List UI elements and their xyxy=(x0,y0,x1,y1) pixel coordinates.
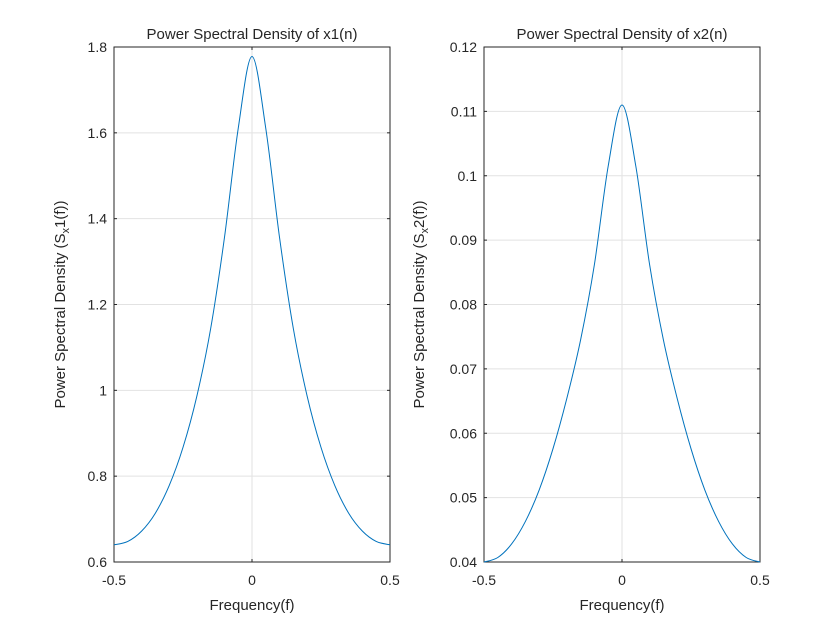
x-tick-labels: -0.5 0 0.5 xyxy=(472,572,770,588)
y-tick-label: 0.12 xyxy=(450,39,477,55)
y-tick-label: 1.2 xyxy=(88,297,108,313)
y-tick-label: 0.04 xyxy=(450,554,477,570)
y-tick-label: 0.07 xyxy=(450,361,477,377)
x-tick-label: 0.5 xyxy=(750,572,770,588)
y-tick-label: 0.11 xyxy=(451,103,477,119)
y-axis-label-subscript: x xyxy=(60,227,72,233)
y-axis-label-subscript: x xyxy=(419,227,431,233)
y-axis-label-tail: 2(f)) xyxy=(411,200,428,228)
y-axis-label-main: Power Spectral Density (S xyxy=(52,233,69,408)
y-tick-label: 0.06 xyxy=(450,425,477,441)
y-tick-label: 1 xyxy=(99,382,107,398)
tick-marks xyxy=(113,46,391,563)
x-tick-label: -0.5 xyxy=(102,572,126,588)
y-axis-label-tail: 1(f)) xyxy=(52,200,69,228)
psd-curve-x2 xyxy=(483,104,761,563)
y-tick-labels: 0.04 0.05 0.06 0.07 0.08 0.09 0.1 0.11 0.12 xyxy=(450,39,477,570)
y-axis-label-main: Power Spectral Density (S xyxy=(411,233,428,408)
y-tick-label: 0.05 xyxy=(450,490,477,506)
x-tick-label: 0 xyxy=(248,572,256,588)
x-axis-label: Frequency(f) xyxy=(579,597,664,614)
x-axis-label: Frequency(f) xyxy=(209,597,294,614)
y-tick-label: 0.6 xyxy=(88,554,108,570)
y-tick-label: 0.09 xyxy=(450,232,477,248)
subplot-x2-psd: 0.04 0.05 0.06 0.07 0.08 0.09 0.1 0.11 0.12 -0.5… xyxy=(411,26,770,614)
x-tick-label: 0 xyxy=(618,572,626,588)
x-tick-labels: -0.5 0 0.5 xyxy=(102,572,400,588)
y-tick-label: 0.8 xyxy=(88,468,108,484)
x-tick-label: 0.5 xyxy=(380,572,400,588)
y-tick-label: 1.6 xyxy=(88,125,108,141)
chart-title: Power Spectral Density of x2(n) xyxy=(517,26,728,43)
subplot-x1-psd: 0.6 0.8 1 1.2 1.4 1.6 1.8 -0.5 0 0.5 Power Spect… xyxy=(52,26,400,614)
y-tick-label: 1.4 xyxy=(88,211,108,227)
y-axis-label: Power Spectral Density (Sx1(f)) xyxy=(52,200,72,408)
y-tick-label: 0.1 xyxy=(458,168,478,184)
x-tick-label: -0.5 xyxy=(472,572,496,588)
psd-curve-x1 xyxy=(113,55,391,546)
chart-title: Power Spectral Density of x1(n) xyxy=(147,26,358,43)
y-axis-label: Power Spectral Density (Sx2(f)) xyxy=(411,200,431,408)
y-tick-labels: 0.6 0.8 1 1.2 1.4 1.6 1.8 xyxy=(88,39,108,570)
y-tick-label: 0.08 xyxy=(450,297,477,313)
y-tick-label: 1.8 xyxy=(88,39,108,55)
